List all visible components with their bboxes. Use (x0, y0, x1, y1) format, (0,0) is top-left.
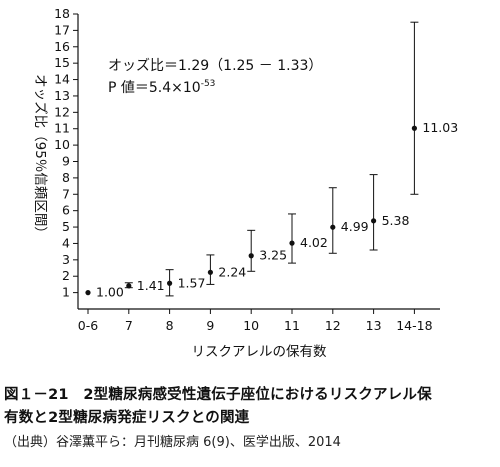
data-point (167, 280, 173, 286)
data-point (126, 283, 132, 289)
y-tick-label: 1 (62, 285, 70, 300)
y-tick-label: 12 (54, 104, 70, 119)
y-tick-label: 16 (54, 39, 70, 54)
p-value-annotation: P 値＝5.4×10-53 (108, 79, 215, 96)
p-value-exponent: -53 (201, 79, 216, 89)
data-label: 2.24 (218, 264, 246, 279)
data-label: 1.41 (137, 278, 165, 293)
x-tick-label: 7 (125, 318, 133, 333)
x-tick-label: 13 (366, 318, 382, 333)
y-tick-label: 6 (62, 203, 70, 218)
figure-source: （出典）谷澤薫平ら：月刊糖尿病 6(9)、医学出版、2014 (4, 435, 341, 450)
data-label: 4.02 (300, 235, 328, 250)
chart: 1 2 3 4 5 6 7 8 9 10 11 12 13 14 15 16 17 18 0-6 7 8 9 10 11 12 1… (32, 6, 458, 360)
data-point (85, 290, 91, 296)
figure-caption-line-1: 図１－21 2型糖尿病感受性遺伝子座位におけるリスクアレル保 (4, 387, 432, 403)
y-tick-label: 18 (54, 6, 70, 21)
y-tick-label: 3 (62, 252, 70, 267)
y-tick-label: 9 (62, 154, 70, 169)
x-tick-label: 9 (206, 318, 214, 333)
y-tick-label: 7 (62, 186, 70, 201)
x-tick-label: 8 (166, 318, 174, 333)
y-tick-label: 15 (54, 55, 70, 70)
y-tick-label: 4 (62, 235, 70, 250)
y-axis-label: オッズ比（95％信頼区間） (32, 74, 48, 240)
x-axis-label: リスクアレルの保有数 (192, 344, 327, 360)
data-label: 1.57 (178, 275, 206, 290)
data-point (371, 218, 377, 224)
odds-ratio-annotation: オッズ比＝1.29（1.25 － 1.33） (108, 58, 322, 74)
y-tick-label: 13 (54, 88, 70, 103)
y-tick-label: 2 (62, 268, 70, 283)
y-tick-label: 14 (54, 72, 70, 87)
y-tick-label: 17 (54, 22, 70, 37)
x-tick-label: 12 (325, 318, 341, 333)
x-tick-label: 14-18 (396, 318, 432, 333)
y-tick-label: 10 (54, 137, 70, 152)
data-point (289, 240, 295, 246)
y-tick-label: 5 (62, 219, 70, 234)
x-tick-label: 0-6 (78, 318, 98, 333)
data-point (207, 269, 213, 275)
data-point (411, 125, 417, 131)
data-label: 11.03 (422, 120, 458, 135)
data-label: 4.99 (341, 219, 369, 234)
p-value-base: P 値＝5.4×10 (108, 80, 201, 96)
data-label: 3.25 (259, 248, 287, 263)
figure-caption-line-2: 有数と2型糖尿病発症リスクとの関連 (4, 410, 250, 426)
data-point (248, 253, 254, 259)
x-tick-label: 10 (243, 318, 259, 333)
data-label: 1.00 (96, 285, 124, 300)
data-point (330, 224, 336, 230)
data-label: 5.38 (382, 213, 410, 228)
x-tick-label: 11 (284, 318, 300, 333)
y-tick-label: 8 (62, 170, 70, 185)
y-tick-label: 11 (54, 121, 70, 136)
